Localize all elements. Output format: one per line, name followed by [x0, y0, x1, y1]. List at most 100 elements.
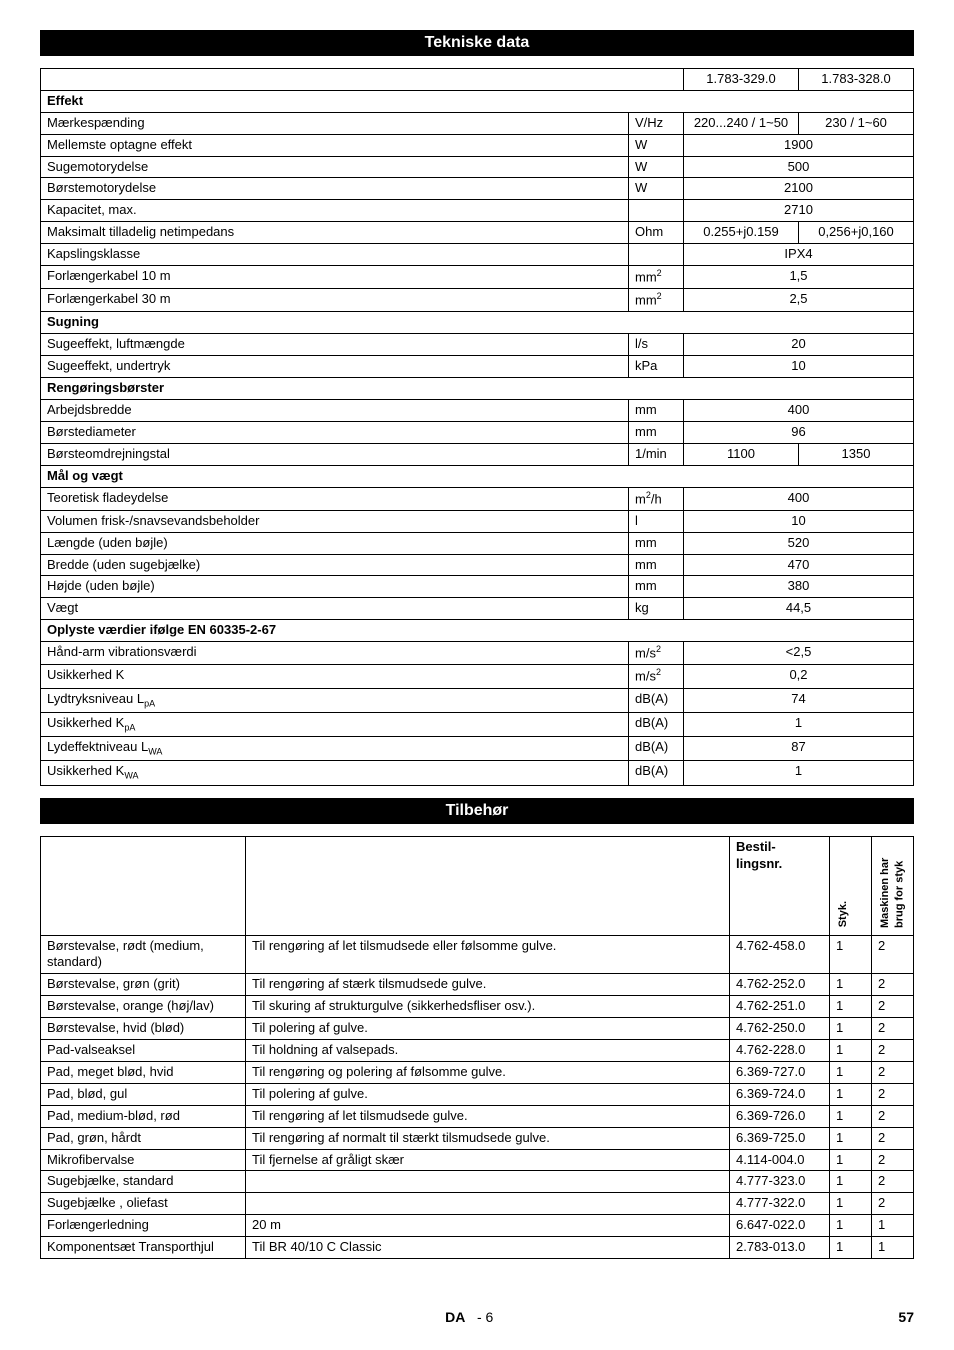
- tech-row: Rengøringsbørster: [41, 378, 914, 400]
- tech-section-head: Oplyste værdier ifølge EN 60335-2-67: [41, 620, 914, 642]
- acc-order: 4.762-250.0: [730, 1018, 830, 1040]
- tech-value: 1,5: [684, 266, 914, 289]
- acc-need: 2: [872, 1083, 914, 1105]
- acc-styk: 1: [830, 1040, 872, 1062]
- acc-row: Børstevalse, orange (høj/lav)Til skuring…: [41, 996, 914, 1018]
- tech-value: 10: [684, 510, 914, 532]
- acc-name: Mikrofibervalse: [41, 1149, 246, 1171]
- acc-name: Pad, grøn, hårdt: [41, 1127, 246, 1149]
- acc-row: MikrofibervalseTil fjernelse af gråligt …: [41, 1149, 914, 1171]
- tech-unit: mm: [629, 421, 684, 443]
- acc-styk: 1: [830, 1171, 872, 1193]
- acc-need: 2: [872, 1171, 914, 1193]
- acc-need: 2: [872, 935, 914, 974]
- tech-value: 2,5: [684, 289, 914, 312]
- tech-unit: Ohm: [629, 222, 684, 244]
- footer: DA - 6 57: [40, 1309, 914, 1325]
- tech-label: Forlængerkabel 10 m: [41, 266, 629, 289]
- tech-value: 0,2: [684, 665, 914, 688]
- acc-order: 6.369-727.0: [730, 1061, 830, 1083]
- acc-row: Sugebjælke, standard4.777-323.012: [41, 1171, 914, 1193]
- tech-value: 380: [684, 576, 914, 598]
- tech-row: BørstemotorydelseW2100: [41, 178, 914, 200]
- tech-value: 96: [684, 421, 914, 443]
- acc-row: Børstevalse, rødt (medium, standard)Til …: [41, 935, 914, 974]
- tech-row: Børstediametermm96: [41, 421, 914, 443]
- acc-head-need: Maskinen har brug for styk: [872, 836, 914, 935]
- tech-value: 20: [684, 334, 914, 356]
- tech-value: 1: [684, 712, 914, 736]
- acc-row: Komponentsæt TransporthjulTil BR 40/10 C…: [41, 1237, 914, 1259]
- tech-section-head: Mål og vægt: [41, 465, 914, 487]
- model-0: 1.783-329.0: [684, 69, 799, 91]
- tech-value: 400: [684, 487, 914, 510]
- acc-styk: 1: [830, 1215, 872, 1237]
- tech-label: Usikkerhed K: [41, 665, 629, 688]
- tech-row: Arbejdsbreddemm400: [41, 400, 914, 422]
- acc-row: Forlængerledning20 m6.647-022.011: [41, 1215, 914, 1237]
- acc-styk: 1: [830, 1193, 872, 1215]
- acc-need: 1: [872, 1215, 914, 1237]
- tech-label: Hånd-arm vibrationsværdi: [41, 642, 629, 665]
- tech-label: Bredde (uden sugebjælke): [41, 554, 629, 576]
- acc-order: 4.777-322.0: [730, 1193, 830, 1215]
- tech-label: Kapacitet, max.: [41, 200, 629, 222]
- tech-value: 44,5: [684, 598, 914, 620]
- acc-head-empty2: [246, 836, 730, 935]
- tech-label: Usikkerhed KWA: [41, 761, 629, 785]
- tech-label: Mærkespænding: [41, 112, 629, 134]
- acc-need: 2: [872, 1149, 914, 1171]
- tech-row: Forlængerkabel 10 mmm21,5: [41, 266, 914, 289]
- acc-row: Børstevalse, hvid (blød)Til polering af …: [41, 1018, 914, 1040]
- tech-label: Børsteomdrejningstal: [41, 443, 629, 465]
- tech-unit: m/s2: [629, 642, 684, 665]
- acc-desc: Til skuring af strukturgulve (sikkerheds…: [246, 996, 730, 1018]
- acc-name: Sugebjælke , oliefast: [41, 1193, 246, 1215]
- acc-name: Børstevalse, rødt (medium, standard): [41, 935, 246, 974]
- acc-order: 6.647-022.0: [730, 1215, 830, 1237]
- tech-unit: m/s2: [629, 665, 684, 688]
- tech-label: Sugeeffekt, undertryk: [41, 356, 629, 378]
- acc-desc: [246, 1171, 730, 1193]
- acc-desc: Til BR 40/10 C Classic: [246, 1237, 730, 1259]
- acc-styk: 1: [830, 1105, 872, 1127]
- acc-name: Børstevalse, hvid (blød): [41, 1018, 246, 1040]
- footer-center: DA - 6: [445, 1309, 493, 1325]
- tech-value-2: 0,256+j0,160: [799, 222, 914, 244]
- tech-label: Højde (uden bøjle): [41, 576, 629, 598]
- acc-desc: Til fjernelse af gråligt skær: [246, 1149, 730, 1171]
- tech-unit: mm: [629, 400, 684, 422]
- tech-row: Usikkerhed KWAdB(A)1: [41, 761, 914, 785]
- model-1: 1.783-328.0: [799, 69, 914, 91]
- tech-label: Sugeeffekt, luftmængde: [41, 334, 629, 356]
- tech-unit: mm2: [629, 266, 684, 289]
- tech-row: Lydeffektniveau LWAdB(A)87: [41, 737, 914, 761]
- tech-value: 87: [684, 737, 914, 761]
- acc-desc: Til rengøring af let tilsmudsede eller f…: [246, 935, 730, 974]
- tech-row: Sugning: [41, 312, 914, 334]
- tech-unit: V/Hz: [629, 112, 684, 134]
- tech-value-1: 1100: [684, 443, 799, 465]
- acc-name: Børstevalse, orange (høj/lav): [41, 996, 246, 1018]
- tech-section-head: Rengøringsbørster: [41, 378, 914, 400]
- acc-styk: 1: [830, 1083, 872, 1105]
- tech-value-1: 0.255+j0.159: [684, 222, 799, 244]
- acc-need: 1: [872, 1237, 914, 1259]
- acc-order: 4.777-323.0: [730, 1171, 830, 1193]
- acc-row: Pad, grøn, hårdtTil rengøring af normalt…: [41, 1127, 914, 1149]
- acc-name: Pad, meget blød, hvid: [41, 1061, 246, 1083]
- tech-row: Lydtryksniveau LpAdB(A)74: [41, 688, 914, 712]
- acc-styk: 1: [830, 1237, 872, 1259]
- acc-need: 2: [872, 1061, 914, 1083]
- acc-name: Komponentsæt Transporthjul: [41, 1237, 246, 1259]
- tech-unit: W: [629, 134, 684, 156]
- tech-unit: [629, 244, 684, 266]
- acc-desc: [246, 1193, 730, 1215]
- tech-row: Mål og vægt: [41, 465, 914, 487]
- tech-unit: dB(A): [629, 761, 684, 785]
- acc-desc: Til holdning af valsepads.: [246, 1040, 730, 1062]
- acc-row: Børstevalse, grøn (grit)Til rengøring af…: [41, 974, 914, 996]
- tech-unit: W: [629, 156, 684, 178]
- footer-page: 57: [898, 1309, 914, 1325]
- tech-header-row: 1.783-329.01.783-328.0: [41, 69, 914, 91]
